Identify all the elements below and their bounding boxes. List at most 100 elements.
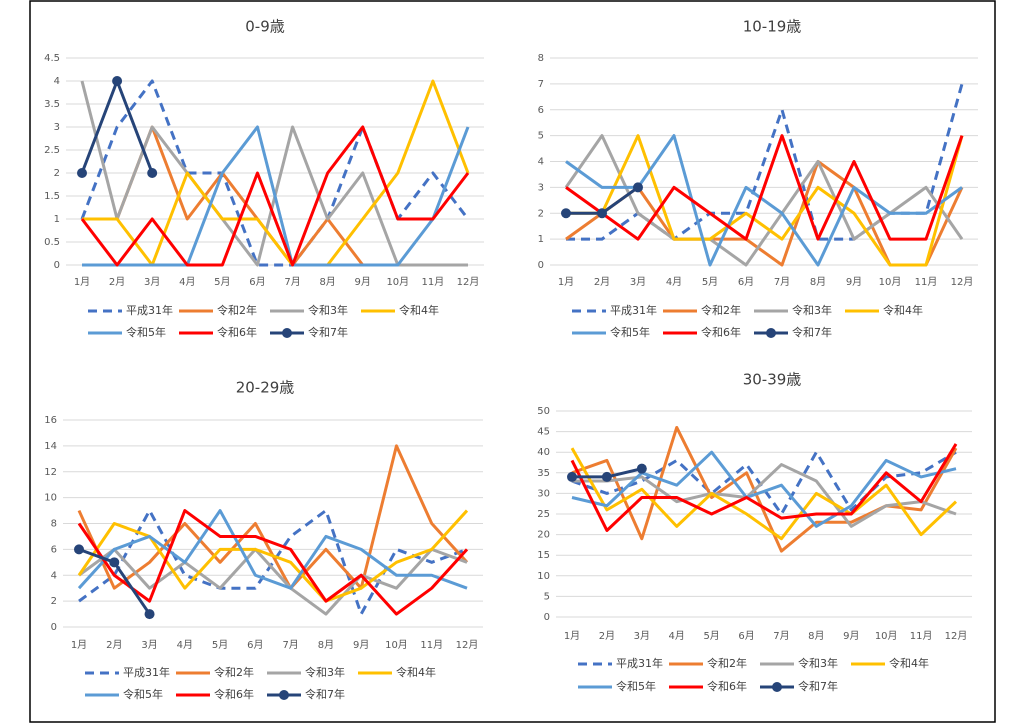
x-tick-label: 1月 [564, 630, 580, 642]
y-tick-label: 35 [537, 468, 550, 479]
y-tick-label: 4 [54, 76, 60, 87]
legend-marker [282, 328, 292, 338]
legend-label: 令和4年 [396, 665, 436, 679]
y-tick-label: 0.5 [44, 237, 60, 248]
x-tick-label: 8月 [810, 276, 826, 288]
point [561, 208, 571, 219]
legend-label: 令和3年 [792, 303, 832, 317]
legend-label: 令和6年 [217, 325, 257, 339]
chart-title: 30-39歳 [743, 371, 802, 389]
point [74, 544, 84, 555]
x-tick-label: 5月 [214, 276, 230, 288]
point [633, 182, 643, 193]
y-tick-label: 10 [537, 571, 550, 582]
legend-label: 平成31年 [616, 656, 663, 670]
y-tick-label: 8 [51, 519, 57, 530]
legend-label: 平成31年 [610, 303, 657, 317]
y-tick-label: 0 [538, 260, 544, 271]
y-tick-label: 7 [538, 79, 544, 90]
x-tick-label: 6月 [738, 630, 754, 642]
y-tick-label: 6 [51, 544, 57, 555]
series-line [571, 450, 957, 528]
legend-label: 令和7年 [792, 325, 832, 339]
series-line [80, 79, 470, 267]
point [597, 208, 607, 219]
point [144, 609, 155, 620]
series-line [78, 509, 468, 616]
x-tick-label: 5月 [703, 630, 719, 642]
legend-label: 令和2年 [707, 656, 747, 670]
y-tick-label: 2 [51, 596, 57, 607]
chart-title: 0-9歳 [245, 18, 285, 36]
legend-label: 令和7年 [305, 687, 345, 701]
series-line [566, 134, 964, 267]
y-tick-label: 1 [54, 214, 60, 225]
x-tick-label: 11月 [420, 639, 443, 651]
point [636, 463, 647, 474]
y-tick-label: 14 [44, 441, 57, 452]
x-tick-label: 6月 [738, 276, 754, 288]
x-tick-label: 9月 [353, 639, 369, 651]
legend-label: 令和7年 [798, 679, 838, 693]
x-tick-label: 5月 [702, 276, 718, 288]
x-tick-label: 12月 [945, 630, 968, 642]
x-tick-label: 7月 [282, 639, 298, 651]
y-tick-label: 2 [54, 168, 60, 179]
x-tick-label: 10月 [879, 276, 902, 288]
x-tick-label: 6月 [247, 639, 263, 651]
point [147, 168, 158, 178]
legend-label: 令和6年 [707, 679, 747, 693]
x-tick-label: 4月 [666, 276, 682, 288]
series-line [566, 83, 964, 241]
legend-label: 令和5年 [123, 687, 163, 701]
legend-label: 令和4年 [889, 656, 929, 670]
x-tick-label: 10月 [386, 276, 409, 288]
x-tick-label: 8月 [318, 639, 334, 651]
y-tick-label: 2.5 [44, 145, 60, 156]
x-tick-label: 9月 [355, 276, 371, 288]
legend-label: 令和2年 [701, 303, 741, 317]
y-tick-label: 45 [537, 427, 550, 438]
y-tick-label: 1 [538, 234, 544, 245]
y-tick-label: 0 [54, 260, 60, 271]
x-tick-label: 2月 [106, 639, 122, 651]
x-tick-label: 12月 [951, 276, 974, 288]
y-tick-label: 20 [537, 530, 550, 541]
legend-label: 令和6年 [701, 325, 741, 339]
x-tick-label: 9月 [846, 276, 862, 288]
legend-label: 令和5年 [616, 679, 656, 693]
legend-label: 平成31年 [126, 303, 173, 317]
x-tick-label: 8月 [319, 276, 335, 288]
legend-label: 令和3年 [798, 656, 838, 670]
legend-label: 令和6年 [214, 687, 254, 701]
point [109, 557, 120, 568]
legend-label: 令和2年 [217, 303, 257, 317]
legend-label: 令和2年 [214, 665, 254, 679]
y-tick-label: 50 [537, 406, 550, 417]
x-tick-label: 9月 [843, 630, 859, 642]
x-tick-label: 11月 [422, 276, 445, 288]
x-tick-label: 4月 [179, 276, 195, 288]
x-tick-label: 10月 [385, 639, 408, 651]
x-tick-label: 3月 [630, 276, 646, 288]
y-tick-label: 2 [538, 208, 544, 219]
x-tick-label: 8月 [808, 630, 824, 642]
y-tick-label: 25 [537, 509, 550, 520]
y-tick-label: 8 [538, 53, 544, 64]
series-line [82, 125, 470, 267]
x-tick-label: 3月 [144, 276, 160, 288]
legend-label: 令和5年 [610, 325, 650, 339]
y-tick-label: 4 [51, 570, 57, 581]
series-line [565, 134, 964, 241]
point [601, 471, 612, 482]
legend-marker [279, 690, 289, 700]
x-tick-label: 2月 [599, 630, 615, 642]
y-tick-label: 4.5 [44, 53, 60, 64]
x-tick-label: 11月 [915, 276, 938, 288]
y-tick-label: 5 [544, 591, 550, 602]
x-tick-label: 10月 [875, 630, 898, 642]
series-line [565, 134, 963, 267]
y-tick-label: 3.5 [44, 99, 60, 110]
x-tick-label: 11月 [910, 630, 933, 642]
